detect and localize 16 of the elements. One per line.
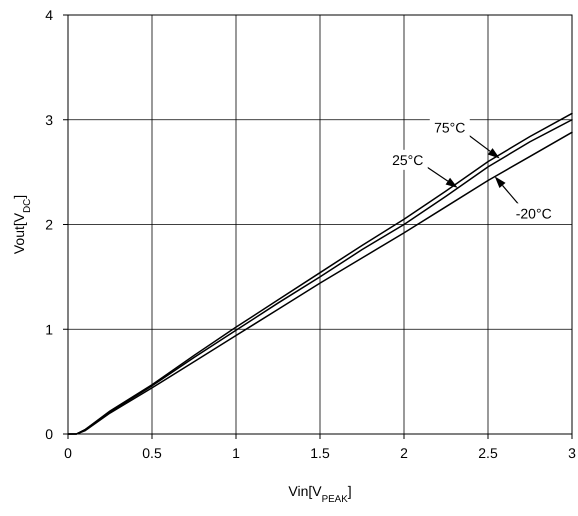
y-tick-label: 0 [45, 426, 54, 442]
y-tick-label: 1 [45, 321, 54, 338]
x-tick-label: 2 [400, 445, 408, 461]
x-axis-title: Vin[V$_{PEAK}$] [288, 483, 352, 504]
x-tick-label: 0 [64, 445, 72, 461]
x-tick-label: 1.5 [310, 445, 330, 461]
y-tick-label: 4 [45, 7, 54, 23]
annotation: 75°C [434, 120, 466, 136]
y-tick-label: 3 [45, 112, 54, 128]
y-tick-label: 2 [45, 216, 54, 232]
annotation: -20°C [516, 205, 552, 222]
annotation: 25°C [392, 152, 424, 168]
x-tick-label: 1 [232, 445, 240, 461]
x-tick-label: 0.5 [142, 445, 162, 461]
x-tick-label: 2.5 [478, 445, 498, 461]
x-tick-label: 3 [568, 445, 576, 461]
